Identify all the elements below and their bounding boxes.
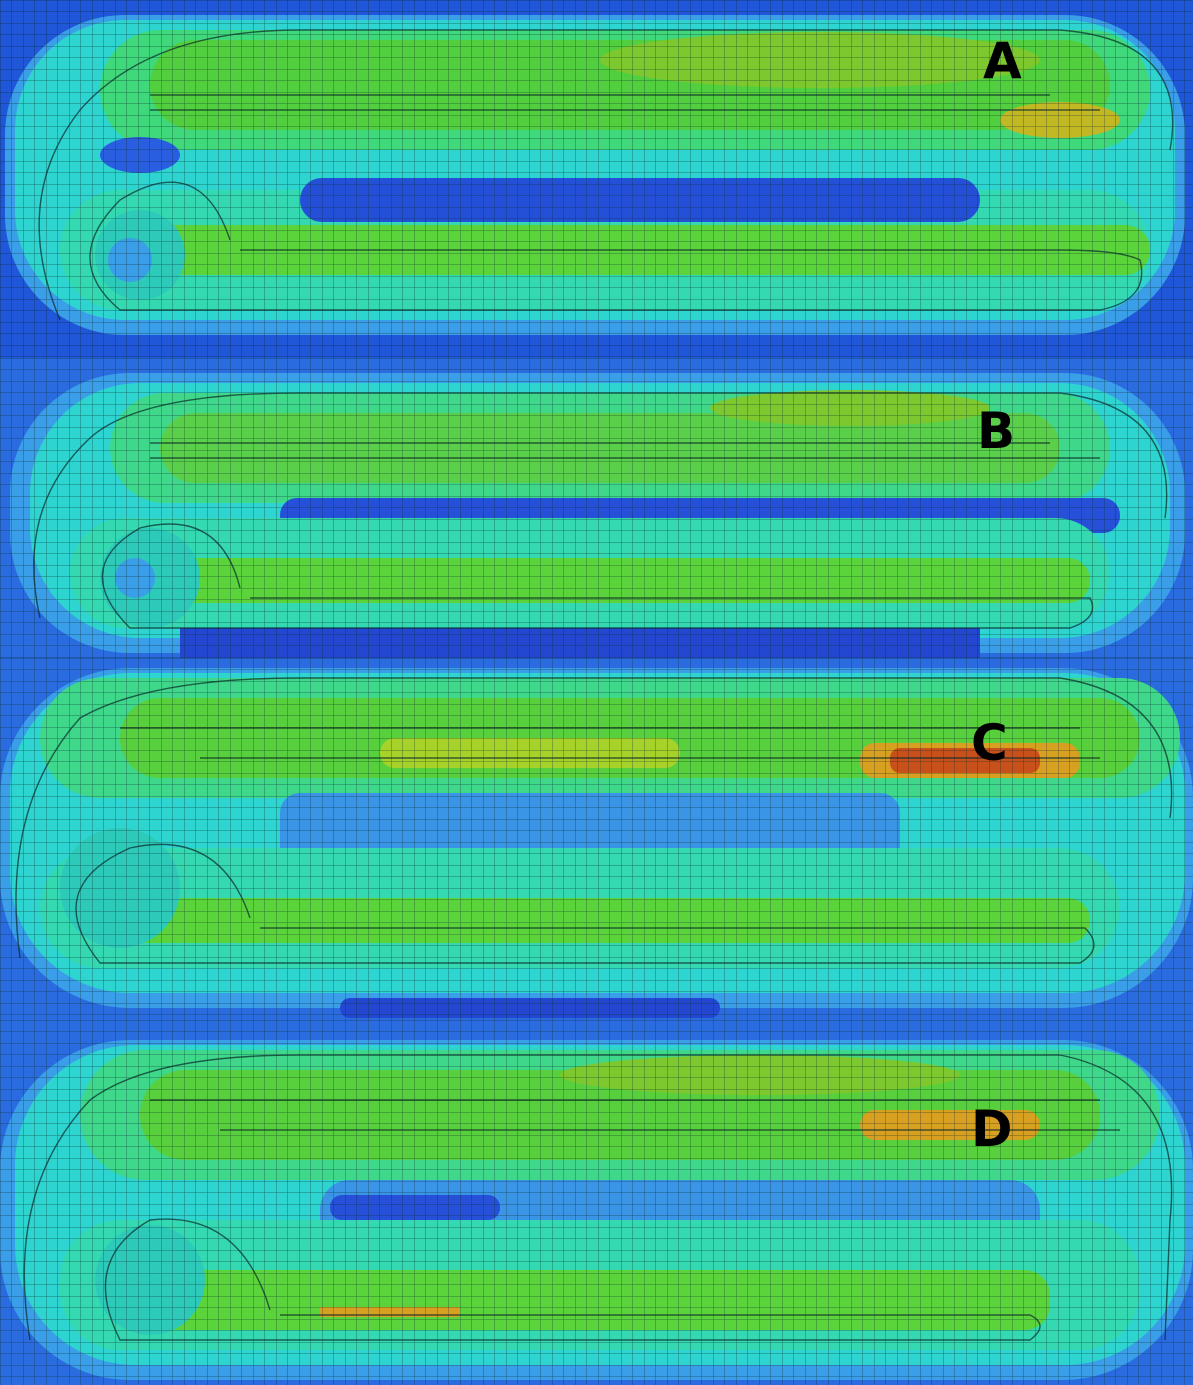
stress-contour-plot-b [0,358,1193,658]
panel-label-a: A [983,32,1022,90]
mesh-grid [0,0,1193,358]
panel-label-c: C [971,714,1008,772]
stress-contour-plot-c [0,658,1193,1020]
contour-panel-b: B [0,358,1193,658]
contour-panel-a: A [0,0,1193,358]
panel-label-b: B [977,402,1016,460]
stress-contour-plot-d [0,1020,1193,1385]
panel-label-d: D [971,1100,1013,1158]
stress-contour-plot-a [0,0,1193,358]
contour-panel-c: C [0,658,1193,1020]
contour-panel-d: D [0,1020,1193,1385]
